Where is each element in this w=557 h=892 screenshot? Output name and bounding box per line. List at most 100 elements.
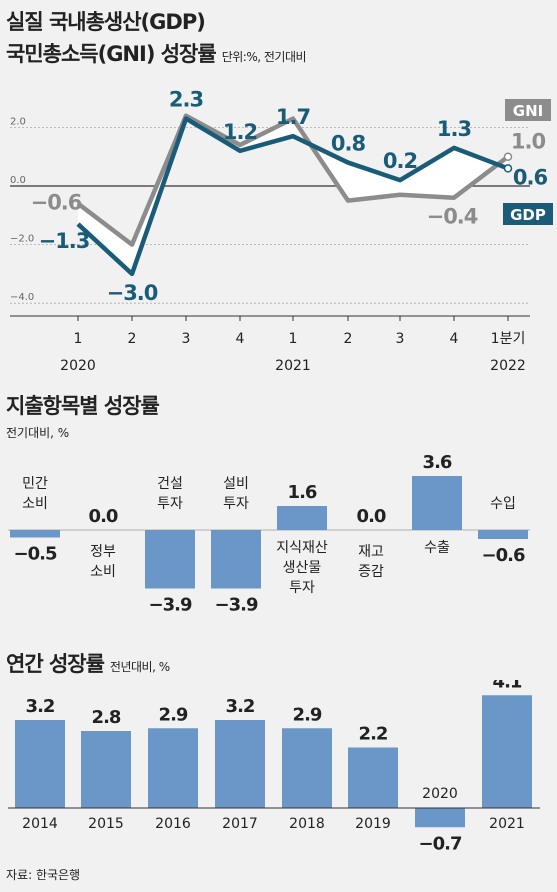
gdp-data-label: 0.6	[513, 165, 548, 189]
gni-end-marker	[503, 152, 513, 161]
gni-series-line	[76, 113, 510, 247]
chart3-unit: 전년대비, %	[109, 660, 170, 674]
expenditure-category-label: 재고	[358, 544, 384, 560]
expenditure-bar	[478, 530, 528, 539]
expenditure-category-label: 수출	[424, 540, 450, 556]
annual-bar	[215, 720, 265, 808]
gdp-legend-swatch	[503, 203, 553, 225]
expenditure-value-label: −0.5	[14, 544, 57, 565]
gdp-data-label: 1.2	[223, 120, 257, 144]
gdp-data-label: 0.8	[331, 132, 366, 156]
expenditure-category-label: 정부	[90, 544, 116, 560]
expenditure-bar	[277, 506, 327, 530]
chart1-unit: 단위:%, 전기대비	[221, 50, 307, 64]
x-quarter-label: 4	[236, 331, 245, 347]
expenditure-value-label: 0.0	[89, 506, 118, 527]
expenditure-value-label: −3.9	[215, 595, 258, 616]
gni-data-label: 1.0	[511, 130, 546, 154]
expenditure-category-label: 지식재산	[276, 540, 328, 556]
gdp-gni-line-chart: 2.0 0.0 −2.0 −4.0 −1.3 −3.0 2.3 1.2 1.7 0.8 0.2 1.…	[10, 88, 553, 374]
annual-year-label: 2015	[88, 816, 124, 832]
y-tick-label: 0.0	[10, 175, 26, 186]
annual-value-label: 4.1	[493, 680, 522, 692]
x-year-label: 2021	[275, 358, 311, 374]
expenditure-bar	[145, 530, 195, 589]
annual-bar	[482, 695, 532, 808]
x-quarter-label: 3	[182, 331, 191, 347]
expenditure-category-label: 투자	[223, 496, 249, 512]
expenditure-bar-chart: −0.5민간소비0.0정부소비−3.9건설투자−3.9설비투자1.6지식재산생산…	[8, 452, 530, 616]
expenditure-bar	[412, 476, 462, 530]
annual-bar	[148, 728, 198, 808]
expenditure-category-label: 투자	[289, 580, 315, 596]
annual-bar	[15, 720, 65, 808]
annual-bar	[415, 808, 465, 828]
annual-year-label: 2017	[222, 816, 258, 832]
gdp-data-label: 2.3	[169, 88, 203, 112]
expenditure-category-label: 생산물	[283, 560, 322, 576]
x-quarter-label: 2	[344, 331, 353, 347]
annual-year-label: 2018	[289, 816, 325, 832]
annual-bar	[81, 731, 131, 808]
gni-legend-swatch	[505, 99, 551, 121]
expenditure-category-label: 건설	[157, 476, 183, 492]
annual-year-label: 2014	[22, 816, 58, 832]
annual-value-label: −0.7	[419, 833, 462, 854]
expenditure-value-label: 3.6	[423, 452, 452, 473]
x-quarter-label: 1	[74, 331, 83, 347]
annual-value-label: 2.2	[359, 724, 388, 745]
annual-value-label: 3.2	[26, 696, 55, 717]
expenditure-bar	[10, 530, 60, 538]
annual-growth-bar-chart: 3.2 2014 2.8 2015 2.9 2016 3.2 2017 2.9 2018 2.2 20…	[8, 680, 540, 854]
annual-value-label: 2.9	[293, 704, 322, 725]
annual-bar	[348, 747, 398, 808]
expenditure-category-label: 수입	[490, 496, 516, 512]
x-quarter-label: 3	[396, 331, 405, 347]
annual-year-label: 2020	[422, 786, 458, 802]
gni-data-label: −0.6	[31, 191, 82, 215]
gdp-data-label: 1.7	[276, 105, 310, 129]
y-tick-label: −4.0	[10, 292, 34, 303]
expenditure-value-label: 1.6	[288, 482, 317, 503]
chart2-unit: 전기대비, %	[6, 426, 70, 440]
chart1-title-line2: 국민총소득(GNI) 성장률	[6, 42, 217, 66]
x-quarter-label: 1	[289, 331, 298, 347]
expenditure-category-label: 설비	[223, 476, 249, 492]
annual-value-label: 3.2	[226, 696, 255, 717]
expenditure-value-label: 0.0	[357, 506, 386, 527]
x-year-label: 2020	[60, 358, 96, 374]
annual-bar	[282, 728, 332, 808]
x-quarter-label: 4	[450, 331, 459, 347]
gdp-data-label: 1.3	[437, 117, 471, 141]
y-tick-label: 2.0	[10, 116, 26, 127]
expenditure-category-label: 소비	[22, 496, 48, 512]
annual-year-label: 2016	[155, 816, 191, 832]
gdp-data-label: 0.2	[383, 149, 417, 173]
x-quarter-label: 2	[128, 331, 137, 347]
expenditure-value-label: −3.9	[149, 595, 192, 616]
chart3-title: 연간 성장률	[6, 652, 105, 676]
expenditure-category-label: 소비	[90, 564, 116, 580]
annual-year-label: 2019	[355, 816, 391, 832]
x-quarter-label: 1분기	[491, 331, 526, 347]
expenditure-category-label: 증감	[358, 564, 384, 580]
gdp-data-label: −3.0	[107, 281, 158, 305]
gdp-legend-label: GDP	[510, 206, 546, 224]
gni-data-label: −0.4	[427, 205, 478, 229]
y-tick-label: −2.0	[10, 234, 34, 245]
gdp-series-line	[76, 116, 509, 277]
expenditure-value-label: −0.6	[482, 545, 525, 566]
annual-value-label: 2.8	[92, 707, 121, 728]
gni-legend-label: GNI	[513, 102, 543, 120]
annual-value-label: 2.9	[159, 704, 188, 725]
gdp-data-label: −1.3	[39, 229, 90, 253]
expenditure-category-label: 민간	[22, 476, 48, 492]
expenditure-bar	[211, 530, 261, 589]
chart2-title: 지출항목별 성장률	[6, 394, 160, 418]
gdp-end-marker	[503, 164, 513, 173]
source-note: 자료: 한국은행	[6, 868, 81, 882]
annual-year-label: 2021	[489, 816, 525, 832]
expenditure-category-label: 투자	[157, 496, 183, 512]
x-year-label: 2022	[490, 358, 526, 374]
chart1-title-line1: 실질 국내총생산(GDP)	[6, 10, 206, 34]
